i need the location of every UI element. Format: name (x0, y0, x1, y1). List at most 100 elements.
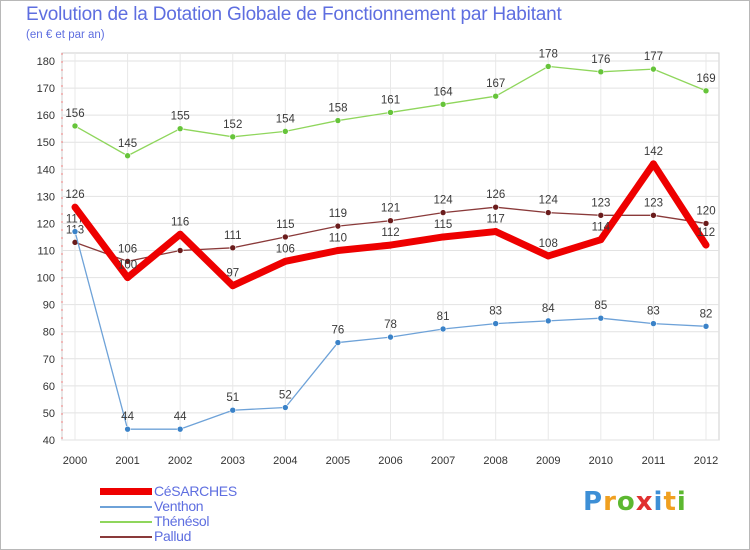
data-point-csarches-2004 (281, 257, 289, 265)
data-point-thnsol-2010 (597, 68, 605, 76)
y-tick-label-120: 120 (37, 218, 55, 230)
data-label-csarches-2000: 126 (65, 189, 84, 201)
data-label-thnsol-2005: 158 (328, 103, 347, 115)
data-point-pallud-2008 (492, 203, 499, 211)
data-label-venthon-2009: 84 (542, 303, 555, 315)
data-label-venthon-2008: 83 (489, 306, 502, 318)
legend-item-cesarches: CéSARCHES (100, 483, 350, 499)
data-point-pallud-2001 (124, 258, 131, 265)
data-label-csarches-2008: 117 (486, 214, 504, 226)
data-point-csarches-2009 (544, 252, 552, 260)
logo-letter: r (603, 487, 617, 517)
data-point-venthon-2002 (176, 425, 184, 433)
x-tick-label-2007: 2007 (431, 455, 455, 467)
data-point-thnsol-2003 (229, 133, 237, 141)
data-label-thnsol-2010: 176 (591, 54, 610, 66)
legend-item-pallud: Pallud (100, 528, 350, 544)
x-tick-label-2008: 2008 (483, 455, 507, 467)
data-point-csarches-2012 (702, 241, 710, 249)
data-label-thnsol-2006: 161 (381, 94, 400, 106)
data-point-csarches-2010 (597, 236, 605, 244)
data-label-venthon-2005: 76 (332, 325, 345, 337)
x-tick-label-2011: 2011 (642, 455, 666, 467)
y-tick-label-130: 130 (37, 191, 55, 203)
data-label-pallud-2007: 124 (433, 195, 453, 207)
data-point-csarches-2001 (124, 274, 132, 282)
data-point-venthon-2003 (229, 406, 237, 414)
data-point-thnsol-2004 (282, 128, 289, 135)
logo-letter: x (635, 487, 654, 517)
x-tick-label-2010: 2010 (589, 455, 613, 467)
logo-letter: t (663, 487, 677, 517)
data-label-pallud-2009: 124 (539, 195, 559, 207)
data-point-thnsol-2011 (650, 65, 657, 73)
data-point-pallud-2002 (176, 247, 184, 254)
data-label-thnsol-2009: 178 (539, 48, 558, 60)
data-point-thnsol-2005 (334, 117, 342, 124)
legend-item-venthon: Venthon (100, 498, 350, 514)
data-label-thnsol-2004: 154 (276, 113, 296, 125)
data-point-pallud-2007 (439, 209, 447, 216)
data-label-pallud-2004: 115 (276, 219, 294, 231)
data-label-thnsol-2011: 177 (644, 51, 663, 63)
data-label-thnsol-2007: 164 (433, 86, 453, 98)
data-label-venthon-2012: 82 (700, 308, 713, 320)
x-tick-label-2009: 2009 (536, 455, 560, 467)
legend-swatch-venthon (100, 506, 152, 508)
data-point-thnsol-2001 (124, 152, 131, 160)
data-label-csarches-2009: 108 (539, 238, 558, 250)
data-label-csarches-2005: 110 (329, 233, 347, 245)
y-tick-label-100: 100 (37, 273, 55, 285)
data-point-venthon-2012 (702, 322, 710, 330)
chart-subtitle: (en € et par an) (26, 29, 105, 41)
data-label-venthon-2002: 44 (174, 411, 187, 423)
data-point-pallud-2011 (650, 212, 657, 219)
y-tick-label-180: 180 (37, 56, 55, 68)
data-label-csarches-2002: 116 (171, 216, 189, 228)
data-point-thnsol-2009 (544, 63, 552, 70)
data-point-venthon-2004 (282, 404, 289, 411)
legend-label-pallud: Pallud (154, 528, 192, 544)
data-label-pallud-2005: 119 (329, 208, 347, 220)
data-point-thnsol-2000 (71, 122, 79, 130)
data-point-thnsol-2002 (176, 125, 184, 132)
data-point-venthon-2009 (544, 317, 552, 325)
legend-label-cesarches: CéSARCHES (154, 483, 237, 499)
data-label-venthon-2001: 44 (121, 411, 134, 423)
data-label-pallud-2012: 120 (696, 205, 715, 217)
data-point-venthon-2005 (334, 339, 342, 346)
data-point-venthon-2006 (387, 333, 394, 341)
data-label-csarches-2012: 112 (697, 227, 715, 239)
x-tick-label-2004: 2004 (273, 455, 297, 467)
data-point-pallud-2003 (229, 244, 237, 252)
data-point-csarches-2006 (386, 241, 394, 249)
data-label-csarches-2006: 112 (381, 227, 399, 239)
data-point-pallud-2009 (544, 209, 552, 216)
x-tick-label-2003: 2003 (221, 455, 245, 467)
data-point-pallud-2004 (282, 233, 289, 241)
data-point-pallud-2006 (387, 217, 394, 225)
data-point-csarches-2008 (492, 228, 500, 236)
data-label-venthon-2003: 51 (226, 392, 239, 404)
data-point-csarches-2011 (649, 160, 657, 168)
data-label-thnsol-2003: 152 (223, 119, 242, 131)
logo-letter: i (676, 487, 687, 517)
data-label-csarches-2010: 114 (592, 222, 611, 234)
y-tick-label-80: 80 (43, 327, 55, 339)
line-chart: 40 50 60 70 80 90 100 110 120 130 140 150 160 170 180 2… (37, 48, 720, 467)
data-point-pallud-2010 (597, 212, 605, 219)
data-point-csarches-2002 (176, 230, 184, 238)
data-point-pallud-2012 (702, 220, 710, 227)
data-label-pallud-2011: 123 (644, 197, 663, 209)
data-point-csarches-2003 (229, 282, 237, 290)
legend-swatch-thenesol (100, 521, 152, 523)
proxiti-logo: Proxiti (583, 487, 687, 517)
chart-title: Evolution de la Dotation Globale de Fonc… (26, 4, 562, 25)
y-tick-label-170: 170 (37, 83, 55, 95)
data-label-pallud-2001: 106 (118, 243, 137, 255)
logo-letter: P (583, 487, 604, 517)
data-point-venthon-2008 (492, 320, 499, 327)
data-point-pallud-2005 (334, 222, 342, 230)
x-tick-label-2012: 2012 (694, 455, 718, 467)
data-point-venthon-2010 (597, 314, 605, 322)
